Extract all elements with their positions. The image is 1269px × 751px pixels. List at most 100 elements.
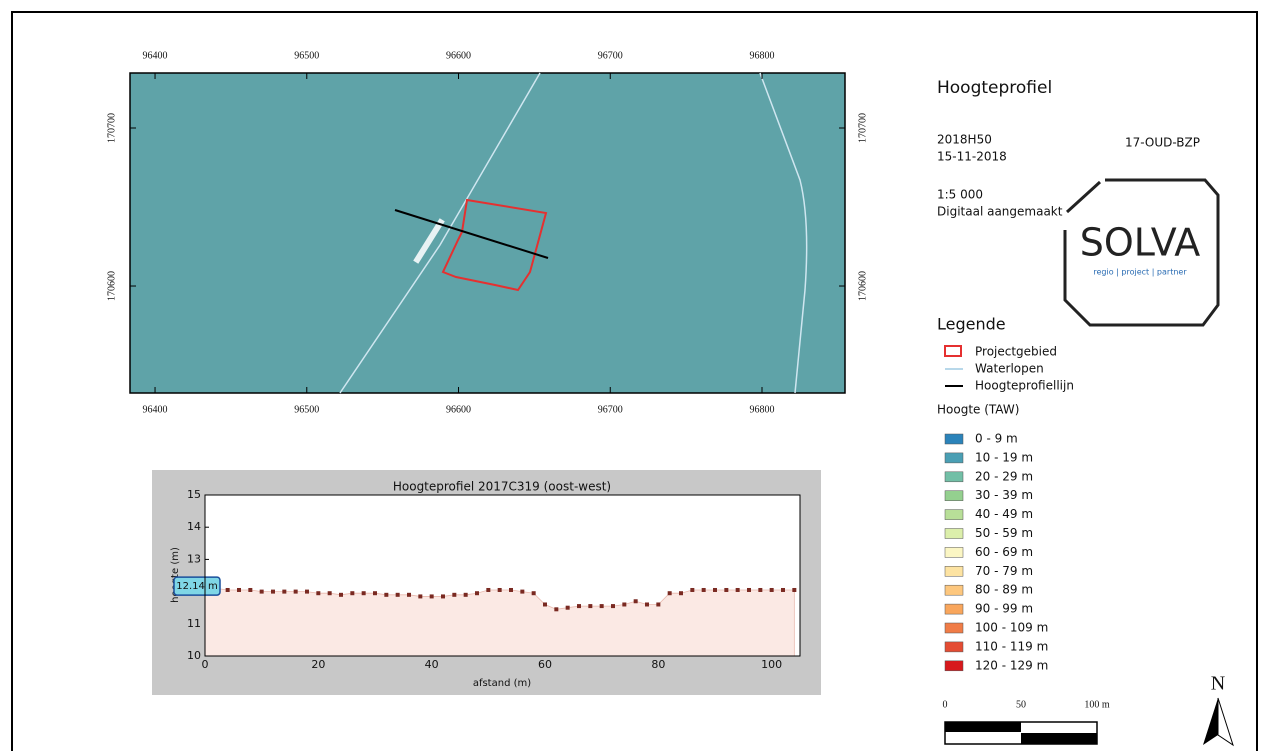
y-tick-label: 13 bbox=[187, 552, 201, 565]
map-layout: 96400 96400 96500 96500 96600 96600 96700 96700… bbox=[0, 0, 1269, 751]
marker bbox=[407, 593, 411, 597]
marker bbox=[600, 604, 604, 608]
marker bbox=[305, 590, 309, 594]
map-tick-label: 96700 bbox=[598, 404, 623, 415]
marker bbox=[792, 588, 796, 592]
legend-class-label: 90 - 99 m bbox=[975, 602, 1033, 616]
legend-item: Waterlopen bbox=[975, 362, 1044, 376]
marker bbox=[339, 593, 343, 597]
marker bbox=[543, 602, 547, 606]
scalebar-label: 50 bbox=[1016, 699, 1026, 710]
marker bbox=[622, 602, 626, 606]
legend-swatch bbox=[945, 642, 963, 652]
marker bbox=[577, 604, 581, 608]
marker bbox=[328, 591, 332, 595]
map-frame bbox=[130, 73, 845, 393]
legend-class-label: 70 - 79 m bbox=[975, 564, 1033, 578]
legend-swatch bbox=[945, 529, 963, 539]
x-tick-label: 0 bbox=[202, 658, 209, 671]
x-tick-label: 60 bbox=[538, 658, 552, 671]
legend-swatch bbox=[945, 604, 963, 614]
marker bbox=[294, 590, 298, 594]
legend-item: Projectgebied bbox=[975, 345, 1057, 359]
map-tick-label: 96700 bbox=[598, 50, 623, 61]
logo: SOLVA bbox=[1080, 221, 1201, 265]
legend-symbol bbox=[945, 346, 961, 356]
legend-swatch bbox=[945, 453, 963, 463]
map-tick-label: 170700 bbox=[857, 113, 868, 143]
map-tick-label: 170600 bbox=[106, 271, 117, 301]
legend-swatch bbox=[945, 510, 963, 520]
marker bbox=[690, 588, 694, 592]
marker bbox=[396, 593, 400, 597]
marker bbox=[452, 593, 456, 597]
legend-class-label: 80 - 89 m bbox=[975, 583, 1033, 597]
marker bbox=[702, 588, 706, 592]
legend-swatch bbox=[945, 472, 963, 482]
logo-subtitle: regio | project | partner bbox=[1093, 268, 1187, 277]
marker bbox=[532, 591, 536, 595]
marker bbox=[611, 604, 615, 608]
scalebar-segment bbox=[945, 722, 1021, 732]
marker bbox=[441, 594, 445, 598]
map-tick-label: 96500 bbox=[294, 404, 319, 415]
marker bbox=[498, 588, 502, 592]
marker bbox=[724, 588, 728, 592]
legend-swatch bbox=[945, 434, 963, 444]
x-tick-label: 80 bbox=[651, 658, 665, 671]
marker bbox=[781, 588, 785, 592]
legend-classes: 0 - 9 m10 - 19 m20 - 29 m30 - 39 m40 - 4… bbox=[945, 432, 1048, 673]
legend-class-label: 50 - 59 m bbox=[975, 526, 1033, 540]
legend-item: Hoogteprofiellijn bbox=[975, 379, 1074, 393]
marker bbox=[736, 588, 740, 592]
x-axis-label: afstand (m) bbox=[473, 678, 531, 689]
legend-class-label: 40 - 49 m bbox=[975, 507, 1033, 521]
chart-title: Hoogteprofiel 2017C319 (oost-west) bbox=[393, 480, 611, 494]
map-tick-label: 170700 bbox=[106, 113, 117, 143]
marker bbox=[226, 588, 230, 592]
marker bbox=[430, 594, 434, 598]
map-tick-label: 96400 bbox=[143, 50, 168, 61]
map-tick-label: 96500 bbox=[294, 50, 319, 61]
map-tick-label: 96400 bbox=[143, 404, 168, 415]
marker bbox=[271, 590, 275, 594]
marker bbox=[554, 607, 558, 611]
x-tick-label: 20 bbox=[311, 658, 325, 671]
marker bbox=[747, 588, 751, 592]
legend-swatch bbox=[945, 547, 963, 557]
legend-class-label: 100 - 109 m bbox=[975, 621, 1048, 635]
x-tick-label: 100 bbox=[761, 658, 782, 671]
legend-class-label: 110 - 119 m bbox=[975, 639, 1048, 653]
page: { "map": { "xlim": [96383.5, 96854.7], "… bbox=[0, 0, 1269, 751]
map-tick-label: 96600 bbox=[446, 50, 471, 61]
legend-class-label: 60 - 69 m bbox=[975, 545, 1033, 559]
marker bbox=[566, 606, 570, 610]
legend-swatch bbox=[945, 585, 963, 595]
map-tick-label: 96600 bbox=[446, 404, 471, 415]
marker bbox=[475, 591, 479, 595]
marker bbox=[350, 591, 354, 595]
marker bbox=[237, 588, 241, 592]
marker bbox=[316, 591, 320, 595]
y-tick-label: 15 bbox=[187, 488, 201, 501]
code: 2018H50 bbox=[937, 133, 992, 147]
marker bbox=[770, 588, 774, 592]
marker bbox=[486, 588, 490, 592]
marker bbox=[645, 602, 649, 606]
north-arrow bbox=[1203, 698, 1218, 745]
date: 15-11-2018 bbox=[937, 150, 1007, 164]
map-tick-label: 96800 bbox=[749, 50, 774, 61]
area bbox=[205, 587, 794, 656]
scalebar-label: 100 m bbox=[1084, 699, 1110, 710]
marker bbox=[656, 602, 660, 606]
scale: 1:5 000 bbox=[937, 188, 983, 202]
reference: 17-OUD-BZP bbox=[1125, 136, 1200, 150]
marker bbox=[588, 604, 592, 608]
legend-class-label: 0 - 9 m bbox=[975, 432, 1018, 446]
marker bbox=[520, 590, 524, 594]
marker bbox=[362, 591, 366, 595]
marker bbox=[260, 590, 264, 594]
title: Hoogteprofiel bbox=[937, 78, 1052, 98]
marker bbox=[248, 588, 252, 592]
marker bbox=[384, 593, 388, 597]
